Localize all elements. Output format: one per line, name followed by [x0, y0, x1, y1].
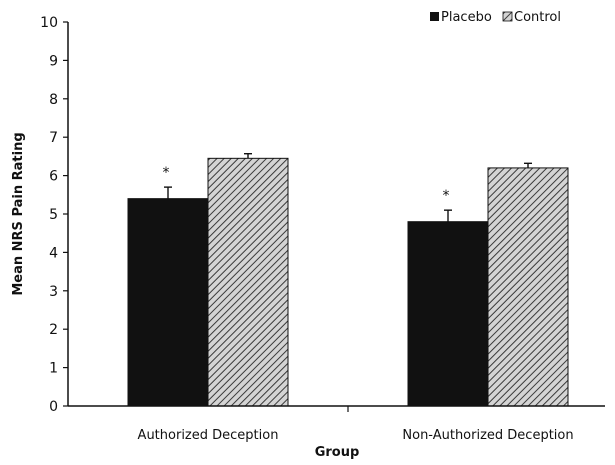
y-axis-ticks: 0 1 2 3 4 5 6 7 8 9 10	[40, 15, 68, 415]
x-category-label: Authorized Deception	[138, 428, 279, 443]
significance-marker: *	[163, 165, 170, 181]
x-category-label: Non-Authorized Deception	[402, 428, 573, 443]
y-tick-label: 8	[49, 92, 58, 108]
legend-swatch-placebo	[430, 12, 439, 21]
bars: **	[127, 153, 569, 412]
legend: Placebo Control	[430, 10, 561, 25]
x-axis-labels: Authorized Deception Non-Authorized Decep…	[138, 428, 574, 443]
bar-placebo	[127, 198, 209, 407]
legend-label-placebo: Placebo	[441, 10, 492, 25]
bar-control	[487, 167, 569, 407]
y-tick-label: 6	[49, 169, 58, 185]
significance-marker: *	[443, 188, 450, 204]
y-tick-label: 2	[49, 322, 58, 338]
y-tick-label: 7	[49, 130, 58, 146]
legend-swatch-control	[502, 11, 513, 22]
y-tick-label: 5	[49, 207, 58, 223]
y-tick-label: 1	[49, 361, 58, 377]
bar-control	[207, 157, 289, 407]
y-tick-label: 9	[49, 53, 58, 69]
x-axis-title: Group	[315, 445, 360, 460]
y-tick-label: 4	[49, 245, 58, 261]
y-axis-title: Mean NRS Pain Rating	[11, 132, 26, 295]
y-tick-label: 3	[49, 284, 58, 300]
y-tick-label: 0	[49, 399, 58, 415]
y-tick-label: 10	[40, 15, 58, 31]
bar-placebo	[407, 221, 489, 407]
legend-label-control: Control	[514, 10, 561, 25]
